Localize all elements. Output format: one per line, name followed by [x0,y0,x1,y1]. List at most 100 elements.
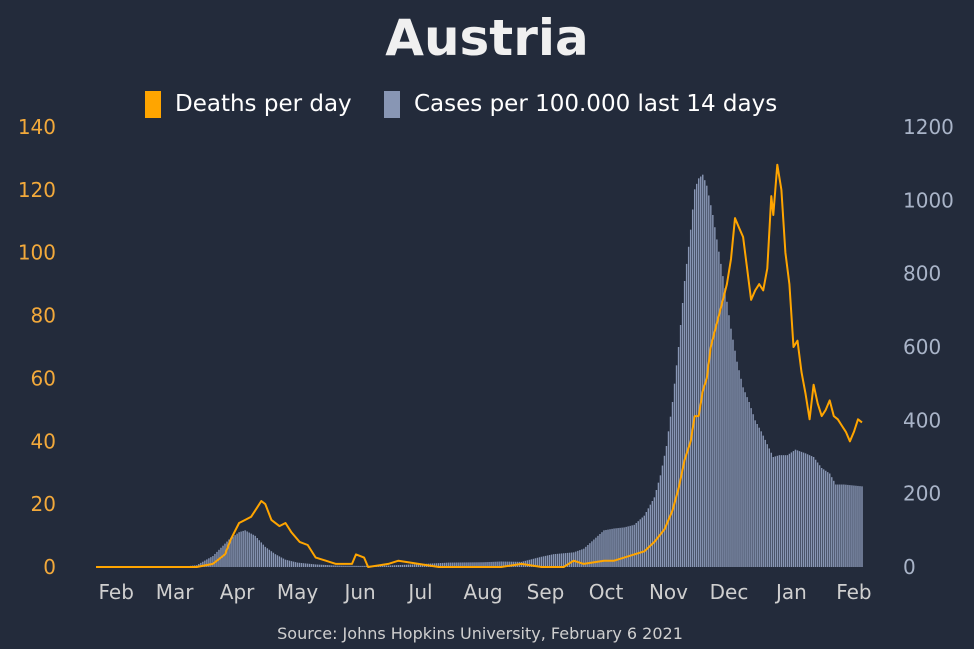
cases-bar [564,553,567,567]
cases-bar [526,560,529,567]
cases-bar [687,246,690,567]
cases-bar [399,564,402,567]
cases-bar [573,552,575,567]
cases-bar [617,528,619,567]
cases-bar [776,455,779,567]
cases-bar [718,251,720,568]
cases-bar [544,555,547,567]
cases-bar [609,529,611,567]
right-tick-label: 600 [903,335,941,359]
cases-bar [792,451,795,567]
cases-bar [639,519,641,567]
legend-label-cases: Cases per 100.000 last 14 days [414,91,777,117]
cases-bar [260,542,262,567]
cases-bar [258,540,260,567]
cases-bar [708,195,710,567]
cases-bar [490,561,492,567]
cases-bar [843,484,845,567]
cases-bar [754,420,756,567]
cases-bar [569,552,571,567]
cases-bar [645,512,648,567]
cases-bar [357,565,359,567]
cases-bar [700,176,702,567]
cases-bar [214,553,216,567]
cases-bar [667,431,670,567]
x-tick-label: Feb [98,580,133,604]
cases-bar [226,541,228,567]
left-tick-label: 20 [31,492,56,516]
cases-bar [442,562,444,567]
cases-bar [252,534,254,567]
cases-bar [554,553,557,567]
cases-bar [798,451,801,567]
cases-bar [454,562,456,567]
cases-bar [448,562,450,567]
cases-bar [538,557,541,567]
cases-bar [593,539,595,567]
cases-bar [726,301,728,567]
cases-bar [446,562,448,567]
cases-bar [256,538,258,567]
cases-bar [597,535,599,567]
cases-bar [296,562,299,567]
cases-bar [746,397,748,567]
cases-bar [389,565,392,567]
deaths-series-line [96,163,863,568]
cases-bar [679,325,682,567]
cases-bar [198,564,200,567]
cases-bar [238,532,240,567]
cases-bar [329,565,331,567]
cases-bar [383,565,385,567]
cases-bar [696,183,698,567]
cases-bar [671,402,674,567]
cases-bar [780,455,783,567]
cases-bar [234,535,236,567]
cases-bar [282,558,285,567]
cases-bar [728,315,730,567]
cases-bar [665,446,668,567]
cases-bar [810,456,813,567]
cases-bar [480,562,482,567]
cases-bar [643,515,645,567]
cases-bar [730,328,732,567]
cases-bar [504,561,506,567]
cases-bar [619,527,621,567]
left-tick-label: 60 [31,366,56,390]
cases-bar [482,562,484,567]
cases-bar [397,565,400,567]
cases-bar [435,563,438,567]
cases-bar [248,532,250,567]
cases-bar [595,537,597,567]
x-tick-label: Feb [836,580,871,604]
cases-bar [327,565,329,567]
cases-bar [270,551,273,567]
cases-bar [552,554,555,567]
cases-bar [653,497,656,567]
cases-bar [581,549,583,567]
cases-bar [808,455,811,567]
cases-bar [825,470,827,567]
cases-bar [766,444,768,567]
cases-bar [812,457,815,567]
cases-bar [720,263,722,567]
cases-bar [577,550,579,567]
cases-bar [669,416,672,567]
cases-bar [621,527,623,567]
cases-bar [288,560,291,567]
cases-bar [849,485,851,567]
cases-bar [476,562,478,567]
cases-bar [820,468,823,567]
cases-bar [764,439,766,567]
cases-bar [530,559,533,567]
cases-bar [814,459,817,567]
cases-bar [341,565,343,568]
cases-bar [298,562,301,567]
cases-bar [244,530,246,567]
left-tick-label: 140 [18,115,56,139]
cases-bar [659,475,662,567]
cases-bar [532,558,535,567]
cases-bar [587,545,589,567]
x-tick-label: Apr [220,580,255,604]
cases-bar [278,556,281,567]
cases-bar [831,477,833,567]
